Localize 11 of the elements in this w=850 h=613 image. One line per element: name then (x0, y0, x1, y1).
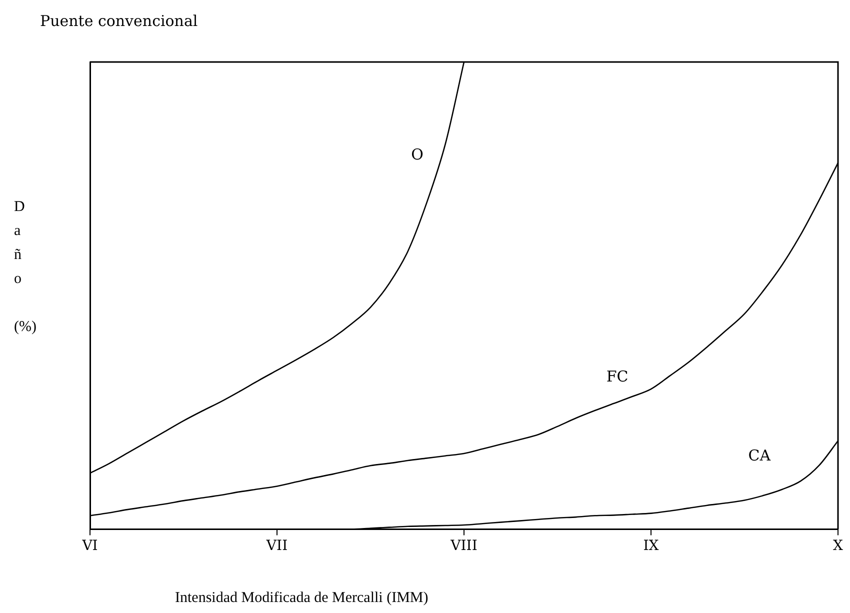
chart-title: Puente convencional (40, 12, 198, 30)
x-tick-label: VIII (450, 538, 478, 554)
series-label: CA (748, 446, 771, 465)
series-label: FC (606, 368, 628, 386)
x-tick-label: IX (643, 538, 659, 554)
series-label: O (411, 145, 424, 164)
x-axis-title: Intensidad Modificada de Mercalli (IMM) (175, 590, 428, 607)
x-tick-label: VII (265, 538, 288, 554)
x-tick-label: X (833, 538, 844, 554)
text: Daño (%) (14, 199, 36, 335)
x-tick-label: VI (81, 538, 98, 554)
